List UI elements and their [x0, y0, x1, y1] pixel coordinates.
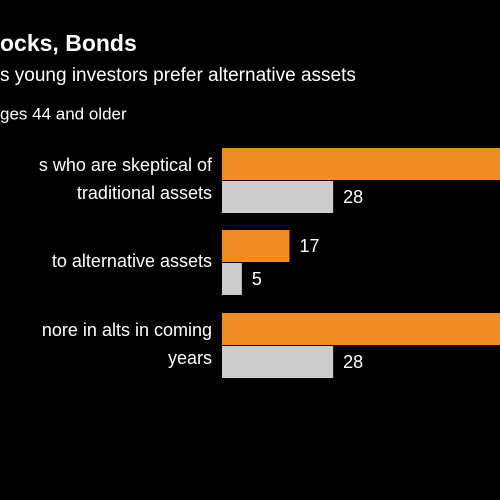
bar	[222, 346, 334, 378]
bar	[222, 263, 242, 295]
bar	[222, 230, 290, 262]
value-label: 17	[299, 236, 319, 256]
bar	[222, 181, 334, 213]
category-label: to alternative assets	[52, 251, 212, 271]
value-label: 28	[343, 187, 363, 207]
value-label: 28	[343, 352, 363, 372]
category-label: nore in alts in coming	[42, 320, 212, 340]
value-label: 5	[252, 269, 262, 289]
chart-title: ocks, Bonds	[0, 30, 137, 56]
category-label: traditional assets	[77, 183, 212, 203]
bar	[222, 148, 500, 180]
category-label: s who are skeptical of	[39, 155, 213, 175]
chart-subtitle: s young investors prefer alternative ass…	[0, 65, 356, 86]
legend-label: ges 44 and older	[0, 104, 127, 123]
category-label: years	[168, 348, 212, 368]
bar	[222, 313, 500, 345]
